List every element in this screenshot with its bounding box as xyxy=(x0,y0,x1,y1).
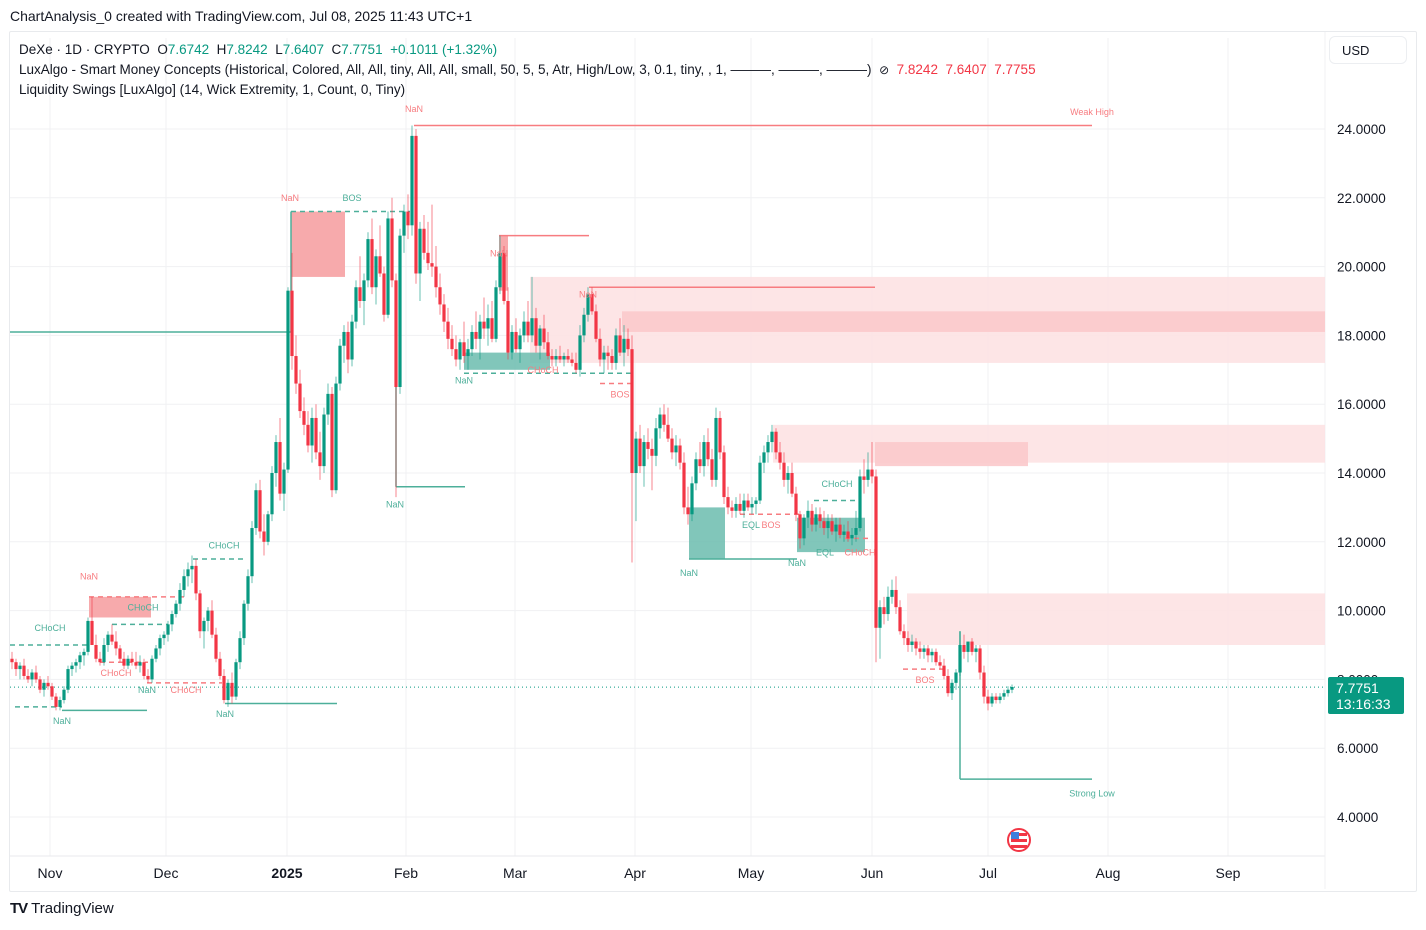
price-axis[interactable]: 24.0000 22.0000 20.0000 18.0000 16.0000 14.00… xyxy=(1337,122,1386,825)
annotation-label: NaN xyxy=(455,376,473,386)
annotation-label: NaN xyxy=(788,558,806,568)
liquidity-zone-zone xyxy=(907,593,1325,645)
price-axis-label: 6.0000 xyxy=(1337,741,1378,756)
close-value: 7.7751 xyxy=(341,42,383,57)
time-axis-label: Dec xyxy=(154,865,179,881)
time-axis-label: Apr xyxy=(624,865,646,881)
close-label: C xyxy=(331,42,342,57)
annotation-label: NaN xyxy=(138,685,156,695)
annotation-label: EQL xyxy=(816,548,834,558)
annotation-label: BOS xyxy=(915,675,934,685)
chart-caption: ChartAnalysis_0 created with TradingView… xyxy=(10,8,473,24)
chart-frame xyxy=(9,31,1417,892)
annotation-label: BOS xyxy=(761,520,780,530)
high-value: 7.8242 xyxy=(226,42,268,57)
us-flag-event-icon[interactable] xyxy=(1007,828,1031,852)
annotation-label: CHoCH xyxy=(170,685,201,695)
currency-button[interactable]: USD xyxy=(1329,36,1407,64)
price-axis-label: 12.0000 xyxy=(1337,535,1386,550)
bearish-ob-zone xyxy=(291,211,345,277)
annotation-label: BOS xyxy=(610,389,629,399)
symbol-row: DeXe · 1D · CRYPTO O7.6742 H7.8242 L7.64… xyxy=(19,40,1036,60)
bearish-ob-zone xyxy=(875,442,1028,467)
liquidity-zone-zone xyxy=(773,424,1325,463)
annotation-label: CHoCH xyxy=(844,548,875,558)
tradingview-brand-name: TradingView xyxy=(31,900,114,917)
change-value: +0.1011 (+1.32%) xyxy=(390,42,498,57)
time-axis-label: 2025 xyxy=(271,865,302,881)
price-axis-label: 20.0000 xyxy=(1337,260,1386,275)
annotation-label: CHoCH xyxy=(100,668,131,678)
annotation-label: NaN xyxy=(216,709,234,719)
annotation-label: CHoCH xyxy=(821,479,852,489)
low-value: 7.6407 xyxy=(282,42,325,57)
symbol-title[interactable]: DeXe · 1D · CRYPTO xyxy=(19,42,150,57)
annotation-label: NaN xyxy=(680,568,698,578)
annotation-label: Weak High xyxy=(1070,107,1114,117)
eye-off-icon[interactable]: ⊘ xyxy=(879,63,890,77)
price-axis-label: 18.0000 xyxy=(1337,328,1386,343)
bar-countdown: 13:16:33 xyxy=(1336,696,1391,712)
price-axis-label: 14.0000 xyxy=(1337,466,1386,481)
indicator-smc-value-3: 7.7755 xyxy=(994,62,1036,77)
time-axis[interactable]: Nov Dec 2025 Feb Mar Apr May Jun Jul Aug Sep xyxy=(38,865,1241,881)
bullish-ob-zone xyxy=(464,352,550,370)
tradingview-logo-icon: TV xyxy=(10,900,28,917)
indicator-smc-value-1: 7.8242 xyxy=(896,62,938,77)
annotation-label: CHoCH xyxy=(34,623,65,633)
high-label: H xyxy=(216,42,227,57)
annotation-label: NaN xyxy=(579,290,597,300)
annotation-label: CHoCH xyxy=(527,365,558,375)
chart-legend: DeXe · 1D · CRYPTO O7.6742 H7.8242 L7.64… xyxy=(19,40,1036,100)
time-axis-label: Nov xyxy=(38,865,63,881)
indicator-row-smc: LuxAlgo - Smart Money Concepts (Historic… xyxy=(19,60,1036,80)
time-axis-label: Jun xyxy=(861,865,884,881)
time-axis-label: May xyxy=(738,865,764,881)
annotation-label: EQL xyxy=(742,520,760,530)
price-axis-label: 16.0000 xyxy=(1337,397,1386,412)
annotation-label: CHoCH xyxy=(208,541,239,551)
annotation-label: NaN xyxy=(405,104,423,114)
indicator-liquidity-title[interactable]: Liquidity Swings [LuxAlgo] (14, Wick Ext… xyxy=(19,82,406,97)
price-axis-label: 4.0000 xyxy=(1337,810,1378,825)
low-label: L xyxy=(275,42,283,57)
bearish-ob-zone xyxy=(89,596,151,618)
last-price-tag: 7.7751 13:16:33 xyxy=(1328,677,1404,714)
tradingview-brand[interactable]: TV TradingView xyxy=(10,900,114,917)
time-axis-label: Jul xyxy=(979,865,997,881)
indicator-row-liquidity: Liquidity Swings [LuxAlgo] (14, Wick Ext… xyxy=(19,80,1036,100)
bullish-ob-zone xyxy=(689,507,725,559)
annotation-label: NaN xyxy=(490,248,508,258)
price-axis-label: 10.0000 xyxy=(1337,604,1386,619)
indicator-smc-value-2: 7.6407 xyxy=(945,62,987,77)
annotation-label: CHoCH xyxy=(127,603,158,613)
time-axis-label: Mar xyxy=(503,865,527,881)
open-value: 7.6742 xyxy=(167,42,210,57)
zones xyxy=(89,211,1325,645)
annotation-label: NaN xyxy=(80,572,98,582)
time-axis-label: Sep xyxy=(1216,865,1241,881)
price-axis-label: 24.0000 xyxy=(1337,122,1386,137)
annotations: NaN Weak High NaN BOS NaN NaN NaN CHoCH BOS NaN CH… xyxy=(34,104,1115,799)
annotation-label: BOS xyxy=(342,193,361,203)
candles xyxy=(10,125,1014,711)
indicator-smc-title[interactable]: LuxAlgo - Smart Money Concepts (Historic… xyxy=(19,62,872,77)
last-price-value: 7.7751 xyxy=(1336,680,1379,696)
liquidity-zone-zone xyxy=(622,311,1325,332)
price-axis-label: 22.0000 xyxy=(1337,191,1386,206)
time-axis-label: Feb xyxy=(394,865,418,881)
annotation-label: NaN xyxy=(281,193,299,203)
open-label: O xyxy=(157,42,168,57)
annotation-label: Strong Low xyxy=(1069,788,1115,798)
structure-lines xyxy=(10,124,1092,780)
annotation-label: NaN xyxy=(386,499,404,509)
time-axis-label: Aug xyxy=(1096,865,1121,881)
annotation-label: NaN xyxy=(53,716,71,726)
